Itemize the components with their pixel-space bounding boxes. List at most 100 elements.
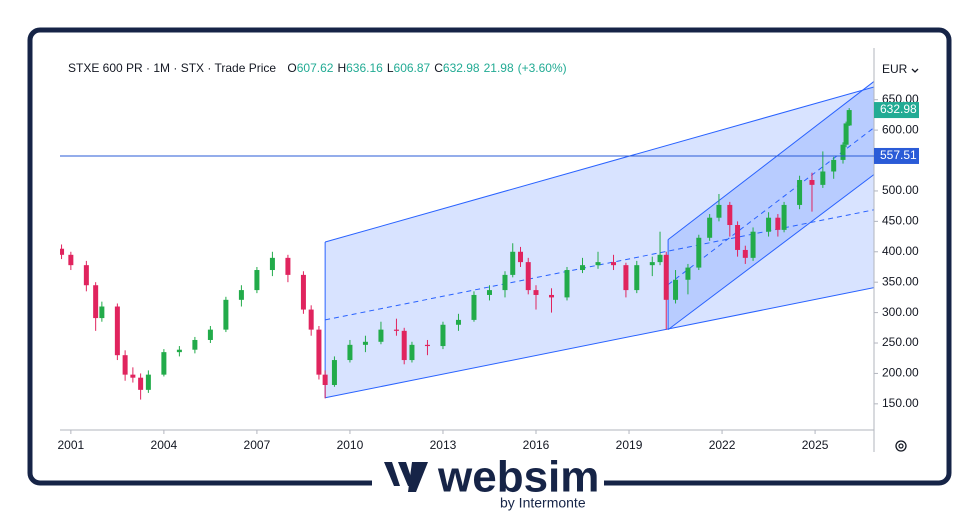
candle-body (331, 360, 337, 385)
y-tick-label: 200.00 (882, 366, 919, 380)
currency-chevron[interactable] (911, 68, 919, 73)
candle-body (122, 355, 128, 375)
channel-fill (325, 86, 874, 398)
candle-body (192, 339, 198, 350)
candle-body (269, 257, 275, 271)
plot-area (60, 81, 874, 400)
legend-header: STXE 600 PR · 1M · STX · Trade Price O60… (68, 61, 567, 75)
y-tick-label: 150.00 (882, 396, 919, 410)
candle-body (742, 249, 748, 258)
candle-body (533, 290, 539, 295)
change: 21.98 (484, 61, 514, 75)
candle-body (161, 352, 167, 375)
settings-icon[interactable] (895, 440, 907, 452)
candle-body (455, 319, 461, 325)
candle-body (649, 262, 655, 266)
candle-body (440, 324, 446, 347)
candle-body (285, 257, 291, 275)
currency[interactable]: EUR (882, 62, 908, 76)
ohlc-value: 632.98 (443, 61, 480, 75)
x-tick-label: 2022 (709, 438, 736, 452)
candle-body (809, 179, 815, 185)
change-percent: (+3.60%) (518, 61, 567, 75)
x-tick-label: 2010 (337, 438, 364, 452)
x-tick-label: 2013 (430, 438, 457, 452)
candle-body (68, 254, 74, 266)
candle-body (525, 262, 531, 291)
candle-body (424, 344, 430, 347)
candle-body (831, 159, 837, 172)
x-tick-label: 2019 (616, 438, 643, 452)
candle-body (378, 329, 384, 342)
candle-body (846, 110, 852, 126)
candle-body (130, 374, 136, 378)
channel-lower (667, 174, 874, 331)
y-tick-label: 350.00 (882, 274, 919, 288)
candle-body (657, 254, 663, 263)
candle-body (735, 225, 741, 250)
candle-body (696, 237, 702, 268)
price-line-label-box (874, 147, 919, 164)
y-tick-label: 250.00 (882, 335, 919, 349)
candle-body (517, 251, 523, 263)
last-price-box (874, 102, 919, 119)
candle-body (207, 329, 213, 340)
ohlc-label: H (337, 61, 346, 75)
candle-body (471, 294, 477, 320)
x-tick-label: 2001 (58, 438, 85, 452)
candle-body (766, 217, 772, 232)
candle-body (611, 262, 617, 266)
channel-upper (667, 81, 874, 241)
ohlc-value: 607.62 (297, 61, 334, 75)
candle-body (797, 179, 803, 205)
candle-body (673, 279, 679, 300)
x-tick-label: 2007 (244, 438, 271, 452)
last-price-label: 632.98 (880, 102, 917, 116)
y-tick-label: 500.00 (882, 183, 919, 197)
candle-body (362, 341, 368, 345)
logo-tagline: by Intermonte (500, 495, 586, 511)
channel-lower (325, 287, 874, 399)
candle-body (60, 248, 65, 255)
channel-middle (667, 127, 874, 286)
candle-body (634, 265, 640, 291)
candle-body (564, 270, 570, 298)
candle-body (820, 171, 826, 185)
candle-body (707, 217, 713, 238)
candle-body (549, 294, 555, 298)
candle-body (99, 306, 105, 319)
candle-body (486, 290, 492, 295)
candle-body (316, 329, 322, 375)
ohlc-label: O (287, 61, 296, 75)
candle-body (663, 254, 669, 300)
logo-name: websim (437, 453, 599, 502)
candle-body (393, 329, 399, 331)
candle-body (322, 374, 328, 385)
candle-body (347, 344, 353, 361)
y-tick-label: 400.00 (882, 244, 919, 258)
ohlc-label: C (434, 61, 443, 75)
candle-body (840, 144, 846, 160)
candle-body (510, 251, 516, 275)
candle-body (727, 204, 733, 226)
candle-body (502, 274, 508, 291)
channel-upper (324, 86, 874, 243)
ohlc-label: L (387, 61, 394, 75)
y-tick-label: 450.00 (882, 214, 919, 228)
candle-body (138, 377, 144, 390)
candle-body (176, 349, 182, 353)
candle-body (254, 270, 260, 291)
x-tick-label: 2004 (151, 438, 178, 452)
candle-body (623, 265, 629, 291)
candle-body (83, 265, 89, 286)
candle-body (843, 123, 849, 145)
candle-body (300, 274, 306, 310)
candle-body (685, 267, 691, 280)
candle-body (775, 217, 781, 230)
candle-body (750, 231, 756, 258)
candle-body (145, 374, 151, 390)
x-tick-label: 2025 (802, 438, 829, 452)
x-tick-label: 2016 (523, 438, 550, 452)
candle-body (114, 306, 120, 356)
